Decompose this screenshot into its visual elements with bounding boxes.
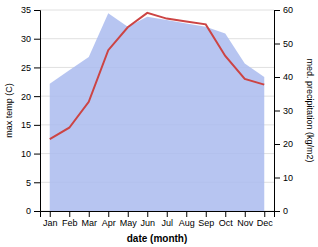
tick-label: Aug	[179, 218, 195, 228]
tick-label: Apr	[102, 218, 116, 228]
y2-axis-title: med. precipitation (kg/m2)	[305, 58, 315, 162]
tick: 50	[274, 39, 293, 49]
tick-mark	[274, 111, 280, 112]
grid	[40, 10, 274, 211]
tick-label: Dec	[257, 218, 274, 228]
x-axis: Jan Feb Mar Apr MayJun Jul AugSep OctNovDec	[41, 211, 275, 228]
tick-label: Nov	[237, 218, 254, 228]
tick-mark	[34, 10, 40, 11]
y2-axis: 0 10 20 30 40 50 60	[274, 5, 293, 216]
tick: May	[120, 211, 138, 228]
tick-label: 60	[283, 5, 293, 15]
tick: Dec	[257, 211, 274, 228]
tick-mark	[206, 211, 207, 217]
tick: 0	[274, 206, 288, 216]
tick-label: 30	[283, 106, 293, 116]
chart: Jan Feb Mar Apr MayJun Jul AugSep OctNovDec 0 5 10…	[0, 0, 318, 247]
tick-label: 15	[21, 120, 31, 130]
tick-label: Jan	[43, 218, 58, 228]
tick-label: May	[120, 218, 138, 228]
tick: 0	[26, 206, 40, 216]
tick-mark	[50, 211, 51, 217]
tick-label: 10	[283, 173, 293, 183]
tick-mark	[69, 211, 70, 217]
tick-mark	[274, 44, 280, 45]
tick: 40	[274, 72, 293, 82]
tick-mark	[274, 144, 280, 145]
tick-mark	[167, 211, 168, 217]
tick: Feb	[62, 211, 78, 228]
grid-line	[40, 10, 274, 11]
tick-label: 0	[26, 206, 31, 216]
tick-label: 40	[283, 72, 293, 82]
tick-label: 20	[21, 92, 31, 102]
tick: Jul	[161, 211, 173, 228]
tick-label: 5	[26, 178, 31, 188]
tick: 10	[21, 149, 40, 159]
tick: 35	[21, 5, 40, 15]
tick-mark	[264, 211, 265, 217]
tick: Jun	[140, 211, 155, 228]
tick-label: 20	[283, 139, 293, 149]
tick-label: 10	[21, 149, 31, 159]
tick-mark	[34, 182, 40, 183]
tick: 20	[21, 92, 40, 102]
tick-label: Feb	[62, 218, 78, 228]
axis-line	[41, 212, 275, 218]
x-axis-title: date (month)	[127, 233, 188, 244]
tick: 10	[274, 173, 293, 183]
axis-line	[34, 11, 41, 212]
tick-mark	[34, 39, 40, 40]
tick: 60	[274, 5, 293, 15]
tick-mark	[108, 211, 109, 217]
tick-label: 35	[21, 5, 31, 15]
tick: 15	[21, 120, 40, 130]
tick: 25	[21, 63, 40, 73]
tick-label: 0	[283, 206, 288, 216]
tick-mark	[147, 211, 148, 217]
tick: 30	[21, 34, 40, 44]
tick: Aug	[179, 211, 195, 228]
tick: 20	[274, 139, 293, 149]
tick-mark	[274, 10, 280, 11]
tick-mark	[34, 67, 40, 68]
tick-mark	[34, 125, 40, 126]
tick-mark	[128, 211, 129, 217]
tick-mark	[225, 211, 226, 217]
y-axis: 0 5 10 15 20 25 30 35	[21, 5, 41, 216]
tick: Oct	[219, 211, 234, 228]
tick-mark	[89, 211, 90, 217]
tick-mark	[34, 154, 40, 155]
tick: 30	[274, 106, 293, 116]
tick-label: 25	[21, 63, 31, 73]
tick-label: Jul	[161, 218, 173, 228]
tick-mark	[274, 211, 280, 212]
tick: 5	[26, 178, 40, 188]
tick: Jan	[43, 211, 58, 228]
tick-mark	[34, 96, 40, 97]
tick-label: Oct	[219, 218, 234, 228]
tick-label: 50	[283, 39, 293, 49]
tick-label: Sep	[198, 218, 214, 228]
tick-mark	[245, 211, 246, 217]
tick-label: Jun	[140, 218, 155, 228]
tick-mark	[34, 211, 40, 212]
tick-label: 30	[21, 34, 31, 44]
tick-mark	[274, 178, 280, 179]
tick: Sep	[198, 211, 214, 228]
y-axis-title: max temp (C)	[4, 83, 14, 138]
plot-area	[50, 13, 265, 211]
tick-mark	[274, 77, 280, 78]
tick-label: Mar	[82, 218, 98, 228]
tick: Apr	[102, 211, 116, 228]
line	[50, 13, 265, 139]
tick-mark	[186, 211, 187, 217]
area	[50, 13, 265, 211]
tick: Mar	[82, 211, 98, 228]
tick: Nov	[237, 211, 254, 228]
axis-line	[275, 11, 281, 212]
